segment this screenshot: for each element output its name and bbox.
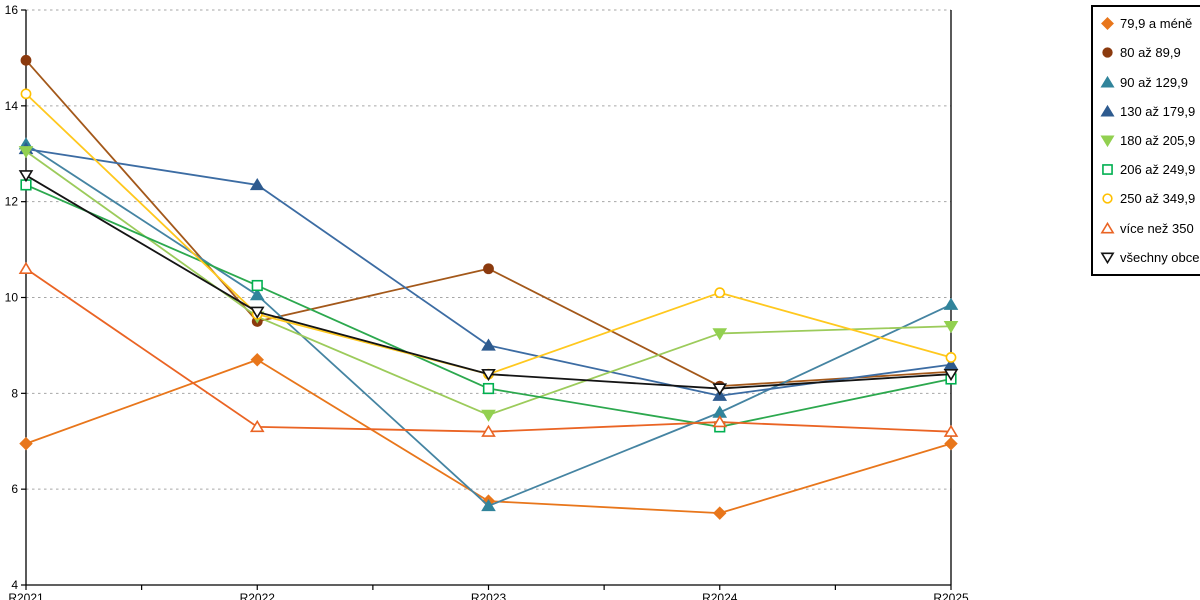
series-marker-triangle-down-outline xyxy=(943,368,959,382)
legend-label: 180 až 205,9 xyxy=(1120,132,1196,148)
y-axis-tick-label: 6 xyxy=(11,482,18,496)
series-marker-triangle-down-outline xyxy=(481,368,496,382)
legend-label: 90 až 129,9 xyxy=(1120,74,1188,90)
series-marker-triangle-down-outline xyxy=(249,306,265,319)
legend-label: 206 až 249,9 xyxy=(1120,162,1196,178)
x-axis-tick-label: R2025 xyxy=(933,591,969,600)
series-marker-triangle-up xyxy=(249,177,265,191)
series-line xyxy=(25,59,952,388)
x-axis-tick-label: R2023 xyxy=(471,591,507,600)
series-marker-triangle-down-outline xyxy=(712,383,728,396)
series-marker-diamond xyxy=(713,506,727,520)
series-marker-triangle-down-outline xyxy=(18,170,34,183)
x-axis-tick-label: R2022 xyxy=(240,591,276,600)
legend-item: 130 až 179,9 xyxy=(1100,100,1200,122)
series-line xyxy=(25,143,952,507)
series-marker-triangle-up xyxy=(481,338,496,351)
series-marker-triangle-up-outline xyxy=(249,419,265,433)
legend-diamond-icon xyxy=(1101,17,1114,31)
series-marker-triangle-up-outline xyxy=(481,424,496,437)
series-marker-diamond xyxy=(944,436,958,451)
y-axis-tick-label: 12 xyxy=(5,195,19,209)
y-axis-tick-label: 4 xyxy=(11,578,18,592)
legend-item: 250 až 349,9 xyxy=(1100,188,1200,210)
legend-triangle-up-outline-icon xyxy=(1100,221,1115,234)
legend-item: 206 až 249,9 xyxy=(1100,159,1200,181)
series-marker-triangle-up-outline xyxy=(1100,221,1115,234)
series-marker-diamond xyxy=(19,436,33,451)
series-marker-circle-outline xyxy=(945,351,957,363)
legend-label: 80 až 89,9 xyxy=(1120,45,1181,61)
series-marker-triangle-down xyxy=(18,146,34,159)
legend-circle-icon xyxy=(1102,47,1113,58)
series-marker-triangle-down xyxy=(481,409,496,422)
y-axis-tick-label: 16 xyxy=(5,3,19,17)
series-marker-circle-outline xyxy=(1102,193,1113,205)
series-marker-circle xyxy=(20,54,32,66)
series-marker-triangle-up-outline xyxy=(943,424,959,437)
series-marker-triangle-up-outline xyxy=(712,415,728,428)
legend-item: 80 až 89,9 xyxy=(1100,42,1200,64)
series-marker-circle xyxy=(483,263,494,275)
x-axis-tick-label: R2024 xyxy=(702,591,738,600)
series-marker-diamond xyxy=(250,353,264,367)
legend-label: 130 až 179,9 xyxy=(1120,103,1196,119)
series-marker-square-outline xyxy=(482,382,495,395)
series-marker-triangle-up xyxy=(943,297,959,310)
legend-label: 250 až 349,9 xyxy=(1120,191,1196,207)
y-axis-tick-label: 10 xyxy=(5,291,19,305)
legend-circle-outline-icon xyxy=(1102,193,1113,205)
legend-item: 180 až 205,9 xyxy=(1100,129,1200,151)
y-axis-tick-label: 14 xyxy=(5,99,19,113)
series-marker-circle xyxy=(1102,47,1113,58)
legend-item: všechny obce xyxy=(1100,246,1200,268)
series-marker-triangle-down xyxy=(943,321,959,334)
series-marker-triangle-down xyxy=(712,328,728,341)
series-marker-circle-outline xyxy=(20,88,32,100)
legend-label: 79,9 a méně xyxy=(1120,16,1193,32)
legend-square-outline-icon xyxy=(1102,164,1113,176)
legend-item: 79,9 a méně xyxy=(1100,13,1200,35)
series-marker-triangle-up xyxy=(481,498,496,512)
x-axis-tick-label: R2021 xyxy=(8,591,44,600)
series-marker-triangle-up xyxy=(249,288,265,301)
legend-triangle-up-icon xyxy=(1100,75,1115,88)
series-marker-diamond xyxy=(1101,17,1114,31)
legend-triangle-down-outline-icon xyxy=(1100,252,1115,265)
series-marker-triangle-down-outline xyxy=(1100,252,1115,265)
series-marker-triangle-up xyxy=(1100,75,1115,88)
legend-triangle-down-icon xyxy=(1100,135,1115,148)
series-line xyxy=(25,174,952,390)
series-marker-square-outline xyxy=(251,279,263,292)
series-marker-triangle-down xyxy=(1100,135,1115,148)
series-marker-triangle-up-outline xyxy=(18,261,34,274)
legend-label: všechny obce xyxy=(1120,249,1200,265)
series-marker-circle-outline xyxy=(714,287,726,299)
legend-item: více než 350 xyxy=(1100,217,1200,239)
y-axis-tick-label: 8 xyxy=(11,386,18,400)
series-marker-square-outline xyxy=(1102,164,1113,176)
legend-item: 90 až 129,9 xyxy=(1100,71,1200,93)
legend-triangle-up-icon xyxy=(1100,104,1115,117)
chart-legend: 79,9 a méně 80 až 89,9 90 až 129,9 130 a… xyxy=(1091,5,1200,276)
legend-label: více než 350 xyxy=(1120,220,1194,236)
series-marker-triangle-up xyxy=(1100,104,1115,117)
